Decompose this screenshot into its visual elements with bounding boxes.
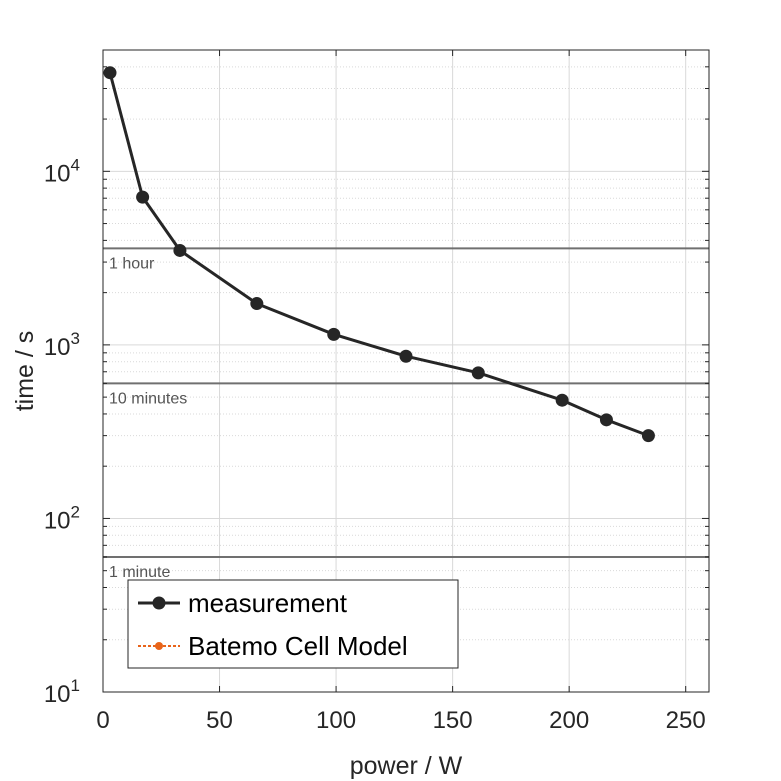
reference-lines: 1 hour 10 minutes 1 minute <box>103 247 709 581</box>
legend-marker-measurement <box>152 596 166 610</box>
series-line-0 <box>108 72 649 438</box>
data-point <box>555 393 569 407</box>
data-point <box>103 66 117 80</box>
y-tick-label: 103 <box>44 329 80 361</box>
legend-label-batemo: Batemo Cell Model <box>188 631 408 661</box>
x-tick-label: 250 <box>666 707 706 734</box>
data-point <box>641 429 655 443</box>
legend: measurement Batemo Cell Model <box>127 579 459 669</box>
reference-line-label: 1 minute <box>109 564 170 581</box>
x-tick-label: 50 <box>206 707 233 734</box>
data-point <box>327 327 341 341</box>
data-point <box>399 349 413 363</box>
y-tick-label: 102 <box>44 502 80 534</box>
data-point <box>136 190 150 204</box>
x-axis-ticks: 0 50 100 150 200 250 <box>96 50 706 734</box>
x-tick-label: 150 <box>433 707 473 734</box>
reference-line-label: 10 minutes <box>109 390 187 407</box>
data-point <box>471 366 485 380</box>
y-tick-label: 101 <box>44 676 80 708</box>
x-tick-label: 0 <box>96 707 109 734</box>
data-point <box>250 297 264 311</box>
x-axis-label: power / W <box>350 752 463 780</box>
x-tick-label: 100 <box>316 707 356 734</box>
legend-box <box>127 579 459 669</box>
x-tick-label: 200 <box>549 707 589 734</box>
data-point <box>599 413 613 427</box>
plot-frame <box>102 49 710 693</box>
reference-line-label: 1 hour <box>109 255 155 272</box>
series-layer <box>103 66 655 443</box>
legend-label-measurement: measurement <box>188 588 348 618</box>
y-tick-label: 104 <box>44 155 80 187</box>
y-axis-label: time / s <box>11 331 39 412</box>
legend-marker-batemo <box>155 642 163 650</box>
y-axis-ticks: 101 102 103 104 <box>44 49 709 708</box>
data-point <box>173 243 187 257</box>
